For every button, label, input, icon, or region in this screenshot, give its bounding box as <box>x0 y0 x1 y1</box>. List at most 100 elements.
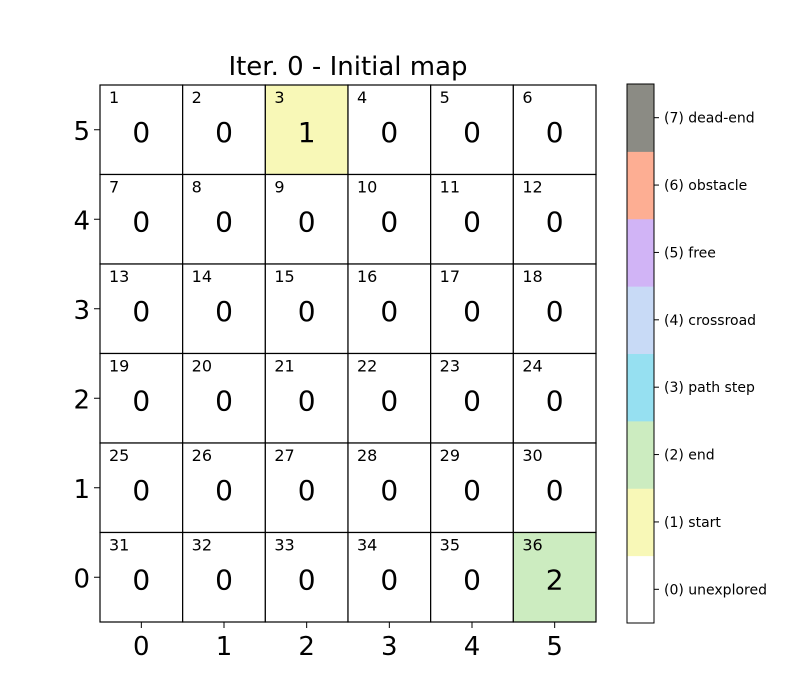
cell-value-label: 0 <box>463 563 481 596</box>
cell-value-label: 0 <box>463 205 481 238</box>
x-tick-label: 4 <box>464 632 481 662</box>
cell-value-label: 0 <box>380 563 398 596</box>
cell-id-label: 23 <box>440 357 460 376</box>
cell-value-label: 0 <box>298 205 316 238</box>
map-cell <box>99 442 184 534</box>
cell-value-label: 0 <box>215 295 233 328</box>
colorbar-tick-label: (6) obstacle <box>664 178 747 194</box>
colorbar-tick-label: (2) end <box>664 448 715 464</box>
map-cell <box>99 531 184 623</box>
cell-value-label: 0 <box>546 384 564 417</box>
cell-id-label: 11 <box>440 178 460 197</box>
cell-id-label: 14 <box>192 267 212 286</box>
cell-id-label: 5 <box>440 88 450 107</box>
map-cell <box>182 263 266 355</box>
cell-value-label: 0 <box>132 384 150 417</box>
cell-value-label: 0 <box>380 295 398 328</box>
map-cell <box>512 531 597 623</box>
cell-id-label: 35 <box>440 536 460 555</box>
colorbar: (0) unexplored (1) start (2) end (3) path s… <box>626 83 767 624</box>
cell-id-label: 6 <box>522 88 532 107</box>
cell-value-label: 0 <box>132 116 150 149</box>
colorbar-segment <box>627 420 654 489</box>
colorbar-segment <box>627 84 654 152</box>
cell-id-label: 34 <box>357 536 377 555</box>
cell-value-label: 0 <box>380 116 398 149</box>
map-cell <box>512 352 597 444</box>
cell-value-label: 0 <box>463 295 481 328</box>
y-tick-label: 4 <box>73 206 90 236</box>
cell-id-label: 4 <box>357 88 367 107</box>
cell-id-label: 15 <box>274 267 294 286</box>
x-tick-label: 3 <box>381 632 398 662</box>
cell-id-label: 9 <box>274 178 284 197</box>
colorbar-segment <box>627 286 654 354</box>
cell-value-label: 0 <box>298 384 316 417</box>
y-tick-label: 3 <box>73 296 90 326</box>
cell-value-label: 0 <box>298 474 316 507</box>
colorbar-tick-label: (4) crossroad <box>664 313 756 329</box>
map-cell <box>430 352 514 444</box>
x-tick-label: 1 <box>216 632 233 662</box>
cell-id-label: 27 <box>274 446 294 465</box>
cell-value-label: 0 <box>132 295 150 328</box>
cell-id-label: 3 <box>274 88 284 107</box>
cell-id-label: 20 <box>192 357 212 376</box>
map-cell <box>430 442 514 534</box>
cell-id-label: 1 <box>109 88 119 107</box>
cell-id-label: 16 <box>357 267 377 286</box>
map-cell <box>99 352 184 444</box>
cell-value-label: 2 <box>546 563 564 596</box>
map-cell <box>347 263 432 355</box>
y-tick-label: 5 <box>73 117 90 147</box>
cell-value-label: 0 <box>215 384 233 417</box>
cell-value-label: 0 <box>380 205 398 238</box>
cell-value-label: 0 <box>546 116 564 149</box>
colorbar-frame <box>626 83 655 624</box>
map-cell <box>512 173 597 265</box>
cell-id-label: 2 <box>192 88 202 107</box>
chart-title: Iter. 0 - Initial map <box>228 52 467 82</box>
colorbar-segment <box>627 353 654 422</box>
cell-id-label: 33 <box>274 536 294 555</box>
colorbar-segment <box>627 151 654 220</box>
cell-value-label: 0 <box>546 205 564 238</box>
cell-id-label: 13 <box>109 267 129 286</box>
cell-id-label: 17 <box>440 267 460 286</box>
cell-value-label: 1 <box>298 116 316 149</box>
cell-value-label: 0 <box>215 205 233 238</box>
map-cell <box>347 173 432 265</box>
y-tick-label: 1 <box>73 475 90 505</box>
cell-value-label: 0 <box>546 295 564 328</box>
cell-value-label: 0 <box>132 474 150 507</box>
cell-id-label: 26 <box>192 446 212 465</box>
map-cell <box>512 263 597 355</box>
map-cell <box>430 531 514 623</box>
colorbar-segment <box>627 555 654 624</box>
cell-id-label: 18 <box>522 267 542 286</box>
map-cell <box>512 84 597 176</box>
colorbar-tick-label: (1) start <box>664 515 721 531</box>
x-tick-label: 5 <box>546 632 563 662</box>
map-cell <box>347 442 432 534</box>
cell-value-label: 0 <box>215 116 233 149</box>
cell-value-label: 0 <box>132 563 150 596</box>
y-tick-label: 2 <box>73 385 90 415</box>
cell-id-label: 29 <box>440 446 460 465</box>
colorbar-tick-label: (0) unexplored <box>664 582 767 598</box>
cell-value-label: 0 <box>132 205 150 238</box>
cell-value-label: 0 <box>463 116 481 149</box>
cell-value-label: 0 <box>380 474 398 507</box>
map-cell <box>264 442 349 534</box>
cell-id-label: 31 <box>109 536 129 555</box>
cell-value-label: 0 <box>463 474 481 507</box>
cell-value-label: 0 <box>298 295 316 328</box>
cell-id-label: 30 <box>522 446 542 465</box>
map-cell <box>264 84 349 176</box>
colorbar-tick-label: (3) path step <box>664 380 755 396</box>
cell-value-label: 0 <box>463 384 481 417</box>
map-cell <box>430 263 514 355</box>
colorbar-segment <box>627 488 654 557</box>
y-tick-label: 0 <box>73 564 90 594</box>
